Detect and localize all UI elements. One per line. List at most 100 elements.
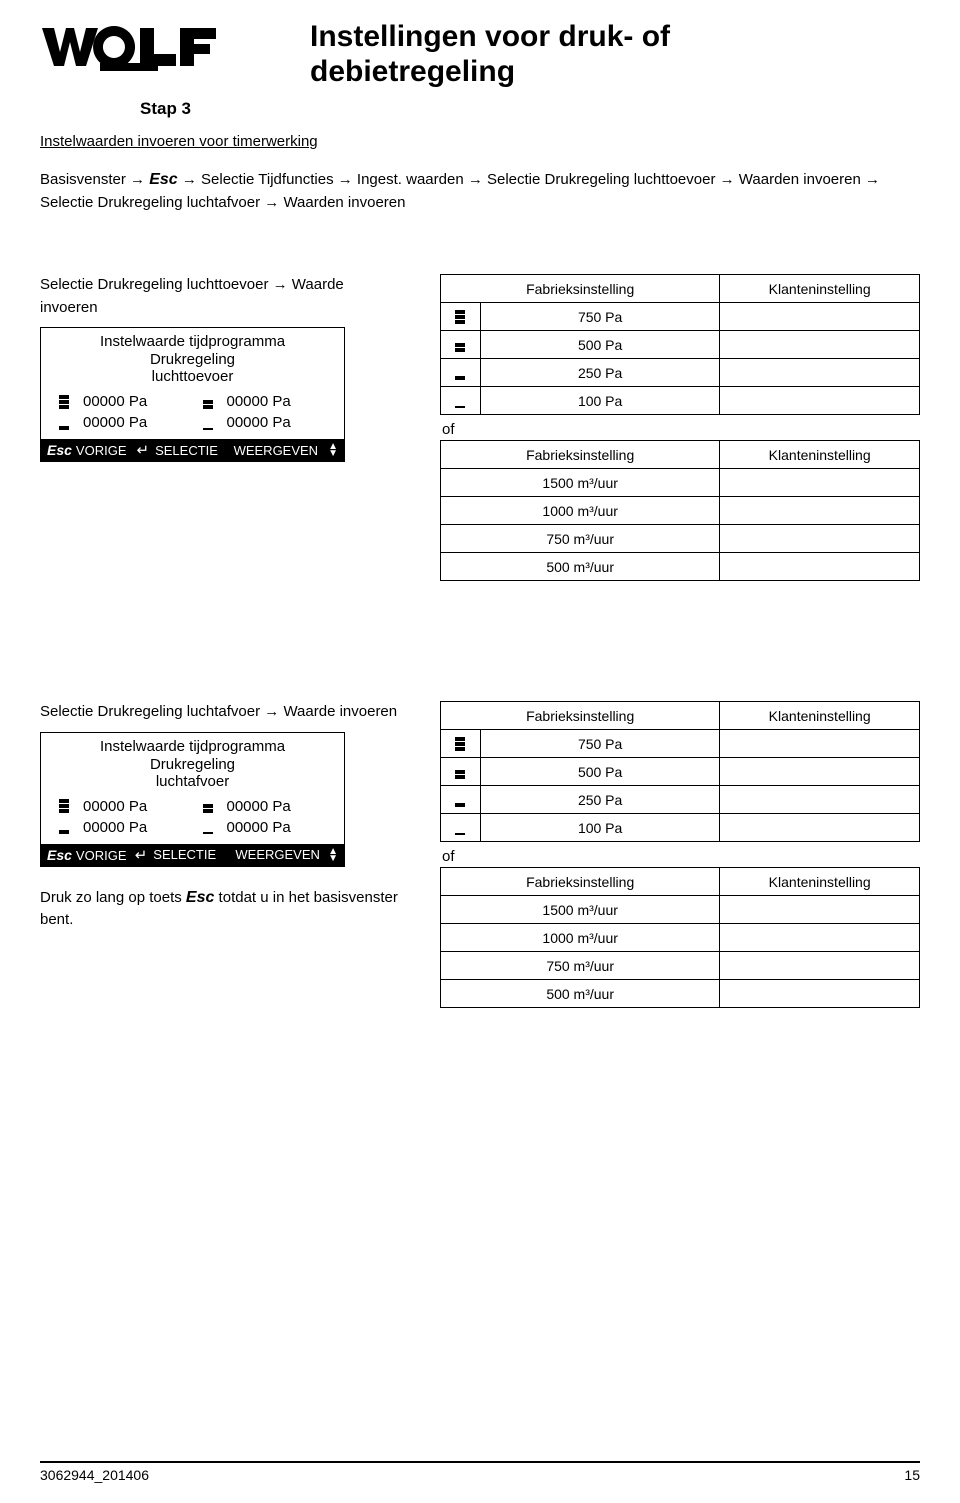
page-title-block: Instellingen voor druk- of debietregelin…: [310, 20, 670, 89]
panel-supply-title: Instelwaarde tijdprogramma: [41, 328, 344, 351]
esc-label-inline: Esc: [186, 889, 214, 906]
panel-supply-values: 00000 Pa 00000 Pa 00000 Pa 00000 Pa: [41, 393, 344, 439]
tbl-header: Klanteninstelling: [720, 702, 920, 730]
header: Instellingen voor druk- of debietregelin…: [40, 20, 920, 89]
tbl-empty: [720, 469, 920, 497]
panel-val: 00000 Pa: [227, 819, 333, 836]
level-2-icon: [197, 798, 219, 814]
level-1-icon: [53, 415, 75, 431]
panel-extract-title: Instelwaarde tijdprogramma: [41, 733, 344, 756]
page-title-line1: Instellingen voor druk- of: [310, 20, 670, 55]
panel-extract: Instelwaarde tijdprogramma Drukregeling …: [40, 732, 345, 867]
level-3-icon: [53, 394, 75, 410]
esc-icon: Esc: [47, 847, 72, 863]
tbl-empty: [720, 980, 920, 1008]
footer-prev-label: VORIGE: [76, 443, 127, 458]
flow-table-a: Fabrieksinstelling Klanteninstelling 150…: [440, 440, 920, 581]
level-1-icon: [441, 786, 481, 814]
updown-icon: ▲▼: [328, 443, 338, 457]
flow-table-b: Fabrieksinstelling Klanteninstelling 150…: [440, 867, 920, 1008]
tbl-empty: [720, 497, 920, 525]
tbl-empty: [720, 896, 920, 924]
tbl-val: 100 Pa: [480, 814, 719, 842]
note-text: Druk zo lang op toets Esc totdat u in he…: [40, 887, 400, 930]
footer-select-label: SELECTIE: [153, 847, 216, 862]
tbl-empty: [720, 952, 920, 980]
esc-icon: Esc: [47, 442, 72, 458]
panel-supply-sub: Drukregeling luchttoevoer: [41, 351, 344, 393]
footer-prev: EscVORIGE: [47, 847, 127, 863]
panel-supply-footer: Esc VORIGE ↵ SELECTIE WEERGEVEN ▲▼: [41, 439, 344, 461]
footer-select-label: SELECTIE: [155, 443, 218, 458]
level-3-icon: [53, 798, 75, 814]
level-0-icon: [197, 415, 219, 431]
footer-show-label: WEERGEVEN: [234, 443, 319, 458]
panel-extract-footer: EscVORIGE ↵ SELECTIE WEERGEVEN ▲▼: [41, 844, 344, 866]
note-pre: Druk zo lang op toets: [40, 889, 186, 906]
tbl-val: 750 m³/uur: [441, 525, 720, 553]
tbl-empty: [720, 525, 920, 553]
intro-underline: Instelwaarden invoeren voor timerwerking: [40, 133, 318, 150]
pressure-table-b: Fabrieksinstelling Klanteninstelling 750…: [440, 701, 920, 842]
tbl-header: Fabrieksinstelling: [441, 441, 720, 469]
tbl-val: 500 Pa: [480, 331, 719, 359]
tbl-empty: [720, 359, 920, 387]
footer-docid: 3062944_201406: [40, 1467, 149, 1483]
level-0-icon: [441, 814, 481, 842]
section-a-right: Fabrieksinstelling Klanteninstelling 750…: [440, 274, 920, 581]
panel-supply-sub2: luchttoevoer: [152, 368, 234, 385]
tbl-val: 500 m³/uur: [441, 980, 720, 1008]
footer-show-label: WEERGEVEN: [235, 847, 320, 862]
tbl-val: 1000 m³/uur: [441, 924, 720, 952]
tbl-empty: [720, 303, 920, 331]
tbl-empty: [720, 331, 920, 359]
section-supply-air: Selectie Drukregeling luchttoevoer → Waa…: [40, 274, 920, 581]
panel-val: 00000 Pa: [83, 414, 189, 431]
tbl-val: 750 Pa: [480, 303, 719, 331]
level-0-icon: [441, 387, 481, 415]
tbl-val: 250 Pa: [480, 359, 719, 387]
tbl-val: 1500 m³/uur: [441, 469, 720, 497]
tbl-header: Fabrieksinstelling: [441, 275, 720, 303]
tbl-val: 750 m³/uur: [441, 952, 720, 980]
section-extract-air: Selectie Drukregeling luchtafvoer → Waar…: [40, 701, 920, 1008]
of-label: of: [442, 848, 920, 865]
level-2-icon: [441, 331, 481, 359]
panel-val: 00000 Pa: [227, 414, 333, 431]
panel-supply-sub1: Drukregeling: [150, 351, 235, 368]
enter-icon: ↵: [135, 846, 148, 864]
panel-extract-sub: Drukregeling luchtafvoer: [41, 756, 344, 798]
panel-extract-sub1: Drukregeling: [150, 756, 235, 773]
section-a-heading: Selectie Drukregeling luchttoevoer → Waa…: [40, 274, 400, 319]
tbl-empty: [720, 814, 920, 842]
level-2-icon: [441, 758, 481, 786]
tbl-empty: [720, 924, 920, 952]
panel-supply: Instelwaarde tijdprogramma Drukregeling …: [40, 327, 345, 462]
section-b-heading: Selectie Drukregeling luchtafvoer → Waar…: [40, 701, 400, 724]
footer-prev: Esc VORIGE: [47, 442, 127, 458]
nav-pre: Basisvenster →: [40, 171, 149, 188]
page-footer: 3062944_201406 15: [40, 1461, 920, 1483]
esc-label: Esc: [149, 171, 177, 188]
section-a-left: Selectie Drukregeling luchttoevoer → Waa…: [40, 274, 400, 462]
tbl-header: Fabrieksinstelling: [441, 868, 720, 896]
tbl-empty: [720, 730, 920, 758]
enter-icon: ↵: [137, 441, 150, 459]
tbl-val: 250 Pa: [480, 786, 719, 814]
level-3-icon: [441, 303, 481, 331]
tbl-header: Fabrieksinstelling: [441, 702, 720, 730]
section-b-right: Fabrieksinstelling Klanteninstelling 750…: [440, 701, 920, 1008]
tbl-header: Klanteninstelling: [720, 275, 920, 303]
section-b-left: Selectie Drukregeling luchtafvoer → Waar…: [40, 701, 400, 930]
level-0-icon: [197, 819, 219, 835]
tbl-header: Klanteninstelling: [720, 868, 920, 896]
panel-extract-sub2: luchtafvoer: [156, 773, 229, 790]
updown-icon: ▲▼: [328, 848, 338, 862]
page-title-line2: debietregeling: [310, 55, 670, 90]
footer-select: ↵ SELECTIE WEERGEVEN: [127, 846, 329, 864]
panel-val: 00000 Pa: [83, 819, 189, 836]
tbl-empty: [720, 786, 920, 814]
pressure-table-a: Fabrieksinstelling Klanteninstelling 750…: [440, 274, 920, 415]
level-2-icon: [197, 394, 219, 410]
of-label: of: [442, 421, 920, 438]
